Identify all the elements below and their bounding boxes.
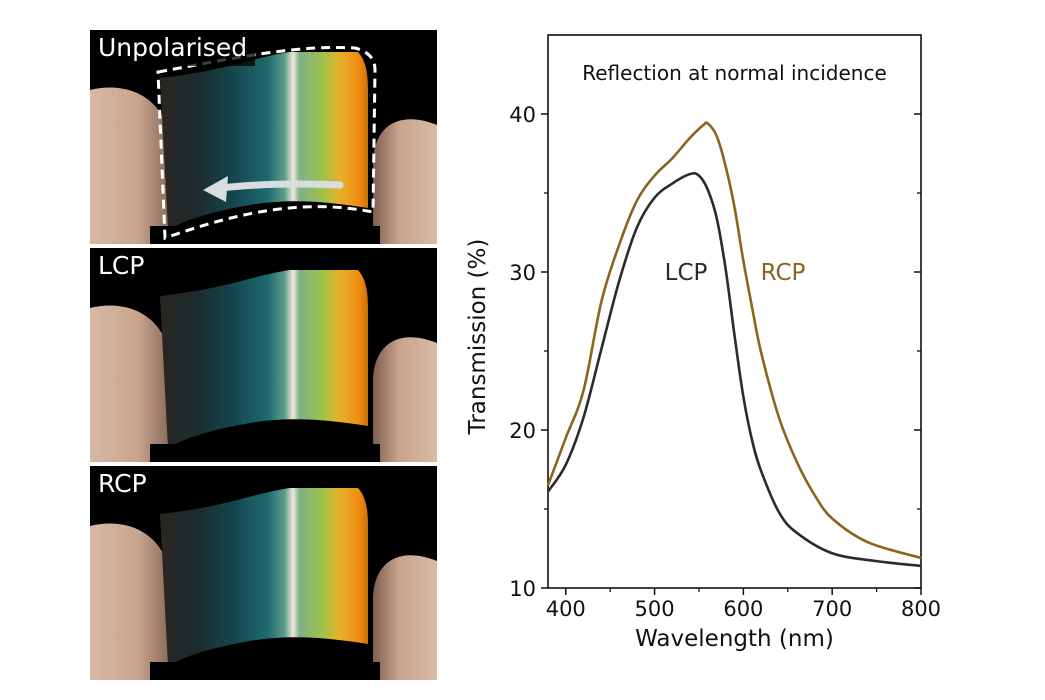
finger-right	[373, 555, 437, 680]
arrow-left-icon	[216, 180, 344, 192]
film	[160, 488, 368, 666]
y-tick-label: 30	[509, 261, 536, 285]
series-line-rcp	[546, 121, 922, 560]
photo-panel-unpolarised: Unpolarised	[90, 30, 437, 244]
x-tick-label: 600	[723, 597, 763, 621]
film	[160, 270, 368, 448]
panel-label: Unpolarised	[90, 30, 256, 66]
x-tick-label: 500	[635, 597, 675, 621]
series-label-lcp: LCP	[665, 260, 708, 286]
y-tick-label: 10	[509, 577, 536, 601]
finger-right	[373, 337, 437, 462]
arrow-head	[203, 176, 228, 202]
y-tick-label: 20	[509, 419, 536, 443]
y-axis-label: Transmission (%)	[465, 239, 491, 436]
film-photo	[90, 270, 437, 462]
series-label-rcp: RCP	[761, 260, 806, 286]
plot-frame	[547, 34, 922, 589]
film-photo	[90, 488, 437, 680]
photo-panel-rcp: RCP	[90, 466, 437, 680]
panel-label: RCP	[90, 466, 155, 502]
chart-title: Reflection at normal incidence	[582, 61, 887, 85]
series-line-lcp	[546, 171, 922, 568]
panel-label: LCP	[90, 248, 153, 284]
finger-left	[90, 523, 170, 680]
finger-right	[373, 119, 437, 244]
finger-left	[90, 87, 170, 244]
x-axis-label: Wavelength (nm)	[635, 626, 834, 652]
x-tick-label: 400	[546, 597, 586, 621]
finger-left	[90, 305, 170, 462]
film-photo	[90, 45, 437, 244]
y-tick-label: 40	[509, 103, 536, 127]
photo-panel-lcp: LCP	[90, 248, 437, 462]
x-tick-label: 800	[901, 597, 941, 621]
x-tick-label: 700	[812, 597, 852, 621]
